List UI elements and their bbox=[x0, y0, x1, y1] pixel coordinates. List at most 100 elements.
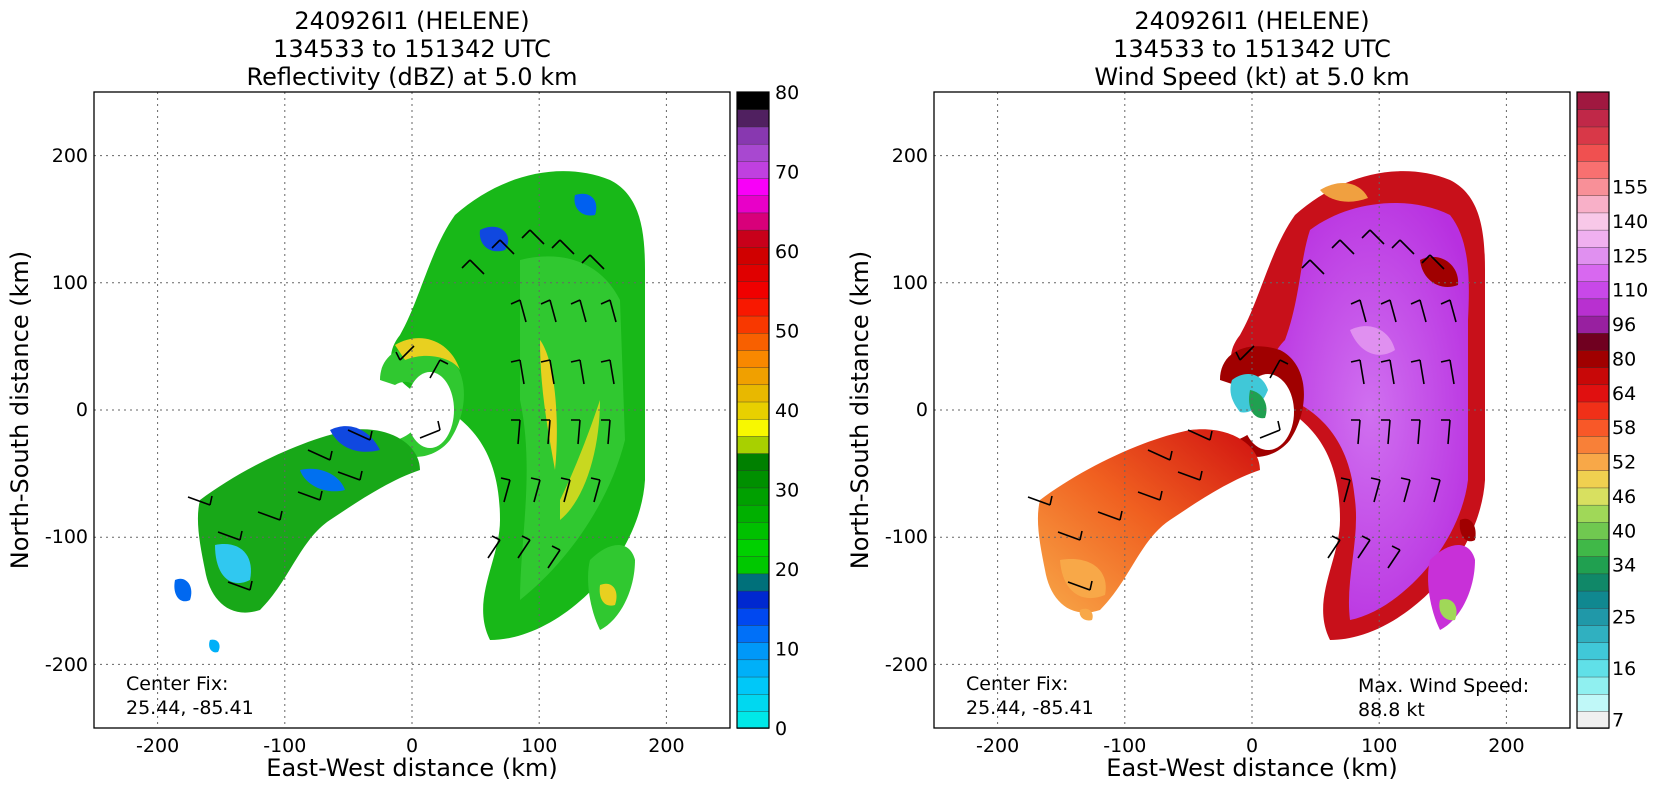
colorbar-swatch bbox=[1576, 538, 1610, 557]
colorbar-swatch bbox=[1576, 401, 1610, 420]
right-grid bbox=[934, 92, 1570, 728]
left-data-field bbox=[174, 171, 645, 653]
left-x-tick-label: 200 bbox=[648, 735, 684, 757]
colorbar-tick-label: 0 bbox=[775, 718, 787, 740]
right-y-ticks: 200 100 0 -100 -200 bbox=[885, 145, 928, 676]
left-colorbar-ticks: 0 10 20 30 40 50 60 70 80 bbox=[775, 82, 799, 740]
colorbar-swatch bbox=[1576, 366, 1610, 386]
left-y-axis-label: North-South distance (km) bbox=[6, 251, 34, 570]
right-title-line-3: Wind Speed (kt) at 5.0 km bbox=[1094, 63, 1409, 91]
right-wind-barbs bbox=[1027, 229, 1457, 591]
colorbar-swatch bbox=[1576, 676, 1610, 695]
colorbar-tick-label: 125 bbox=[1612, 245, 1648, 267]
left-y-tick-label: 0 bbox=[76, 399, 88, 421]
colorbar-swatch bbox=[1576, 246, 1610, 265]
colorbar-swatch bbox=[1576, 590, 1610, 609]
left-title-line-2: 134533 to 151342 UTC bbox=[273, 35, 551, 63]
colorbar-swatch bbox=[736, 624, 770, 643]
colorbar-swatch bbox=[736, 452, 770, 471]
right-x-tick-label: -100 bbox=[1103, 735, 1146, 757]
left-plot-frame bbox=[93, 91, 731, 729]
colorbar-swatch bbox=[1576, 573, 1610, 592]
colorbar-tick-label: 10 bbox=[775, 639, 799, 661]
colorbar-tick-label: 96 bbox=[1612, 314, 1636, 336]
right-center-fix-label: Center Fix: bbox=[966, 673, 1068, 695]
right-y-tick-label: 200 bbox=[892, 145, 928, 167]
colorbar-swatch bbox=[736, 710, 770, 729]
colorbar-swatch bbox=[1576, 126, 1610, 145]
right-data-field bbox=[1037, 171, 1485, 641]
colorbar-tick-label: 80 bbox=[775, 82, 799, 104]
left-x-tick-label: -100 bbox=[263, 735, 306, 757]
right-center-fix-value: 25.44, -85.41 bbox=[966, 697, 1094, 719]
colorbar-swatch bbox=[736, 298, 770, 317]
colorbar-swatch bbox=[736, 607, 770, 626]
colorbar-tick-label: 58 bbox=[1612, 417, 1636, 439]
right-plot-frame bbox=[933, 91, 1571, 729]
colorbar-swatch bbox=[736, 659, 770, 678]
colorbar-tick-label: 70 bbox=[775, 162, 799, 184]
colorbar-tick-label: 40 bbox=[775, 400, 799, 422]
right-colorbar-swatches bbox=[1576, 91, 1610, 729]
right-colorbar-frame bbox=[1576, 91, 1610, 729]
colorbar-swatch bbox=[1576, 332, 1610, 351]
colorbar-swatch bbox=[736, 229, 770, 248]
colorbar-swatch bbox=[736, 435, 770, 454]
right-colorbar-ticks: 7 16 25 34 40 46 52 58 64 80 96 110 125 140 155 bbox=[1612, 177, 1648, 732]
left-center-fix-value: 25.44, -85.41 bbox=[126, 697, 254, 719]
colorbar-tick-label: 34 bbox=[1612, 555, 1636, 577]
colorbar-tick-label: 46 bbox=[1612, 486, 1636, 508]
colorbar-tick-label: 110 bbox=[1612, 280, 1648, 302]
colorbar-swatch bbox=[1576, 659, 1610, 678]
colorbar-tick-label: 155 bbox=[1612, 177, 1648, 199]
colorbar-swatch bbox=[736, 469, 770, 489]
left-wind-barbs bbox=[187, 229, 617, 591]
colorbar-tick-label: 60 bbox=[775, 241, 799, 263]
left-title-line-1: 240926I1 (HELENE) bbox=[294, 7, 529, 35]
colorbar-swatch bbox=[736, 177, 770, 196]
colorbar-swatch bbox=[736, 91, 770, 110]
colorbar-swatch bbox=[736, 194, 770, 214]
colorbar-swatch bbox=[1576, 504, 1610, 523]
colorbar-swatch bbox=[736, 263, 770, 282]
left-y-ticks: 200 100 0 -100 -200 bbox=[45, 145, 88, 676]
left-x-tick-label: 100 bbox=[521, 735, 557, 757]
colorbar-swatch bbox=[736, 349, 770, 368]
right-x-tick-label: 0 bbox=[1246, 735, 1258, 757]
right-x-ticks: -200 -100 0 100 200 bbox=[976, 735, 1524, 757]
colorbar-swatch bbox=[1576, 160, 1610, 179]
colorbar-tick-label: 140 bbox=[1612, 211, 1648, 233]
colorbar-swatch bbox=[736, 384, 770, 403]
colorbar-swatch bbox=[736, 315, 770, 334]
left-colorbar-swatches bbox=[736, 91, 770, 729]
colorbar-tick-label: 7 bbox=[1612, 709, 1624, 731]
right-x-axis-label: East-West distance (km) bbox=[1106, 754, 1397, 782]
left-x-tick-label: -200 bbox=[136, 735, 179, 757]
colorbar-swatch bbox=[1576, 693, 1610, 712]
colorbar-swatch bbox=[1576, 555, 1610, 575]
colorbar-swatch bbox=[736, 108, 770, 128]
colorbar-tick-label: 52 bbox=[1612, 452, 1636, 474]
colorbar-swatch bbox=[736, 160, 770, 179]
colorbar-swatch bbox=[736, 504, 770, 523]
colorbar-swatch bbox=[736, 280, 770, 300]
colorbar-swatch bbox=[1576, 229, 1610, 248]
colorbar-swatch bbox=[1576, 607, 1610, 626]
left-colorbar: 0 10 20 30 40 50 60 70 80 bbox=[736, 82, 799, 740]
colorbar-swatch bbox=[1576, 418, 1610, 437]
right-x-tick-label: 200 bbox=[1488, 735, 1524, 757]
right-title-line-1: 240926I1 (HELENE) bbox=[1134, 7, 1369, 35]
left-grid bbox=[94, 92, 730, 728]
right-y-tick-label: -100 bbox=[885, 526, 928, 548]
max-wind-speed-label: Max. Wind Speed: bbox=[1358, 675, 1529, 697]
left-colorbar-frame bbox=[736, 91, 770, 729]
colorbar-swatch bbox=[736, 487, 770, 506]
colorbar-tick-label: 64 bbox=[1612, 383, 1636, 405]
colorbar-swatch bbox=[736, 555, 770, 575]
colorbar-tick-label: 30 bbox=[775, 480, 799, 502]
left-x-ticks: -200 -100 0 100 200 bbox=[136, 735, 684, 757]
colorbar-swatch bbox=[736, 212, 770, 231]
colorbar-swatch bbox=[1576, 452, 1610, 471]
colorbar-swatch bbox=[1576, 194, 1610, 214]
